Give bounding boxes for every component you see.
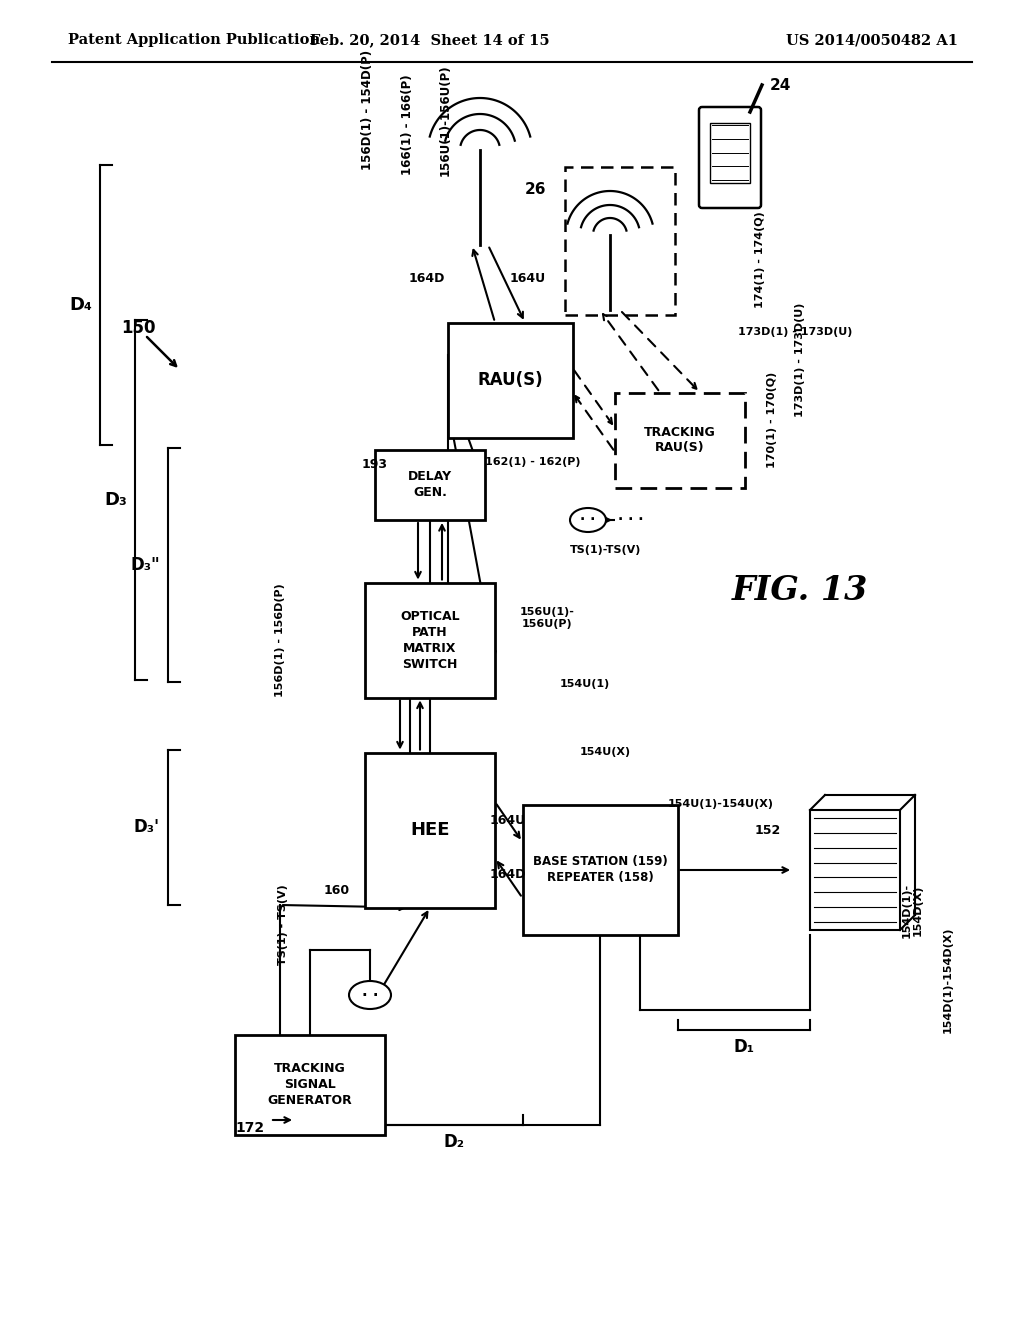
- Bar: [565, 168, 675, 315]
- Text: 170(1) - 170(Q): 170(1) - 170(Q): [767, 372, 777, 469]
- Text: 150: 150: [121, 319, 156, 337]
- Text: D₁: D₁: [733, 1038, 755, 1056]
- Text: TRACKING
SIGNAL
GENERATOR: TRACKING SIGNAL GENERATOR: [267, 1063, 352, 1107]
- Text: 193: 193: [362, 458, 388, 471]
- Text: HEE: HEE: [411, 821, 450, 840]
- Text: 174(1) - 174(Q): 174(1) - 174(Q): [755, 211, 765, 309]
- Text: · ·: · ·: [581, 513, 596, 527]
- Bar: [615, 392, 745, 487]
- Bar: [810, 810, 900, 931]
- Text: 164D: 164D: [489, 869, 526, 882]
- Text: 154D(1)-154D(X): 154D(1)-154D(X): [943, 927, 953, 1034]
- Bar: [375, 450, 485, 520]
- Ellipse shape: [349, 981, 391, 1008]
- Text: D₄: D₄: [70, 296, 92, 314]
- Text: D₃: D₃: [104, 491, 127, 510]
- Text: 154D(1)-
154D(X): 154D(1)- 154D(X): [901, 883, 923, 937]
- Text: 156U(1)-
156U(P): 156U(1)- 156U(P): [520, 607, 574, 628]
- FancyBboxPatch shape: [699, 107, 761, 209]
- Bar: [365, 752, 495, 908]
- Text: Patent Application Publication: Patent Application Publication: [68, 33, 319, 48]
- Text: RAU(S): RAU(S): [477, 371, 543, 389]
- Text: FIG. 13: FIG. 13: [732, 573, 868, 606]
- Bar: [365, 582, 495, 697]
- Text: D₃': D₃': [134, 818, 160, 837]
- Text: 24: 24: [769, 78, 791, 92]
- Text: 162(1) - 162(P): 162(1) - 162(P): [485, 457, 581, 467]
- Text: 172: 172: [236, 1121, 265, 1135]
- Text: TS(1)-TS(V): TS(1)-TS(V): [570, 545, 641, 554]
- Text: OPTICAL
PATH
MATRIX
SWITCH: OPTICAL PATH MATRIX SWITCH: [400, 610, 460, 671]
- Text: 154U(1)-154U(X): 154U(1)-154U(X): [668, 799, 774, 809]
- Text: DELAY
GEN.: DELAY GEN.: [408, 470, 452, 499]
- Text: TS(1) - TS(V): TS(1) - TS(V): [278, 884, 288, 965]
- Text: 166(1) - 166(P): 166(1) - 166(P): [401, 75, 415, 176]
- Text: 173D(1) - 173D(U): 173D(1) - 173D(U): [795, 302, 805, 417]
- Bar: [522, 805, 678, 935]
- Bar: [710, 123, 750, 183]
- Text: 154U(1): 154U(1): [560, 678, 610, 689]
- Text: 156U(1)-156U(P): 156U(1)-156U(P): [438, 65, 452, 176]
- Text: · · ·: · · ·: [618, 513, 643, 527]
- Text: 164U: 164U: [489, 813, 526, 826]
- Text: 164D: 164D: [409, 272, 445, 285]
- Ellipse shape: [570, 508, 606, 532]
- Text: BASE STATION (159)
REPEATER (158): BASE STATION (159) REPEATER (158): [532, 855, 668, 884]
- Text: 173D(1) - 173D(U): 173D(1) - 173D(U): [738, 327, 852, 337]
- Bar: [234, 1035, 385, 1135]
- Text: 164U: 164U: [510, 272, 546, 285]
- Text: 160: 160: [324, 883, 350, 896]
- Text: US 2014/0050482 A1: US 2014/0050482 A1: [786, 33, 958, 48]
- Text: TRACKING
RAU(S): TRACKING RAU(S): [644, 425, 716, 454]
- Text: 26: 26: [524, 182, 546, 198]
- Text: D₂: D₂: [443, 1133, 464, 1151]
- Text: Feb. 20, 2014  Sheet 14 of 15: Feb. 20, 2014 Sheet 14 of 15: [310, 33, 550, 48]
- Text: · ·: · ·: [361, 987, 378, 1002]
- Text: 156D(1) - 156D(P): 156D(1) - 156D(P): [275, 583, 285, 697]
- Text: D₃": D₃": [130, 556, 160, 574]
- Text: 154U(X): 154U(X): [580, 747, 631, 756]
- Text: 156D(1) - 154D(P): 156D(1) - 154D(P): [361, 50, 375, 170]
- Bar: [447, 322, 572, 437]
- Text: 152: 152: [755, 824, 781, 837]
